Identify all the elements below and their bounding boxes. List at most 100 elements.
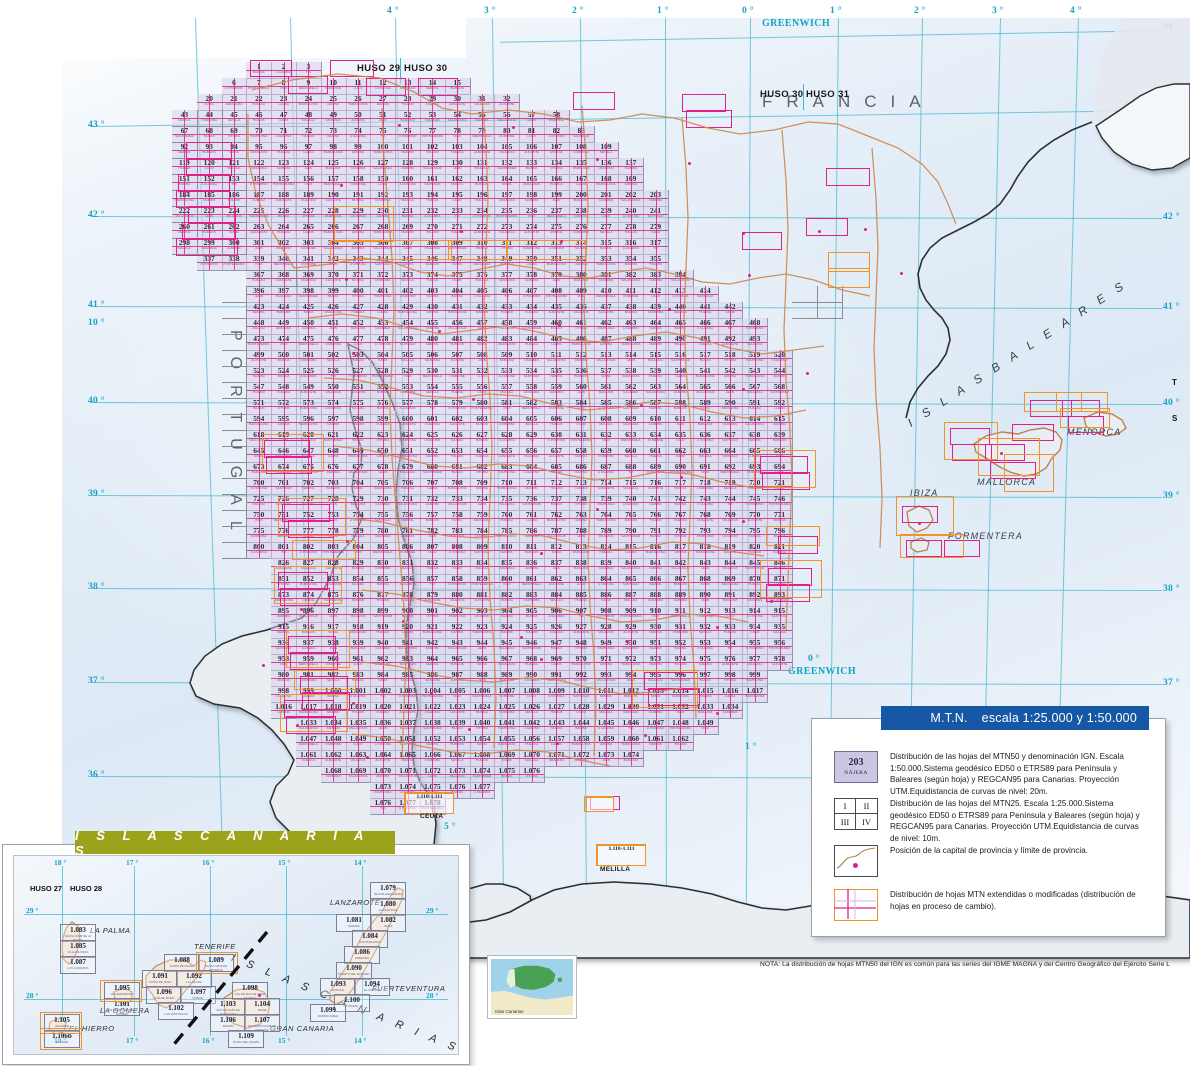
sheet-cell[interactable]: 800 A GUARDA — [246, 542, 273, 559]
sheet-cell[interactable]: 523 NÁJERA — [246, 366, 273, 383]
sheet-cell-offgrid[interactable] — [296, 254, 322, 271]
sheet-cell[interactable]: 731 SALAMANCA — [395, 494, 421, 511]
sheet-cell[interactable]: 578 TUI — [420, 398, 446, 415]
sheet-cell[interactable]: 704 SORIA — [345, 478, 372, 495]
sheet-cell[interactable]: 647 HUESCA — [296, 446, 322, 463]
canary-sheet-cell[interactable]: 1.086 ARRECIFE — [344, 946, 380, 964]
highlight-modified-sheet[interactable] — [944, 540, 980, 557]
sheet-cell[interactable]: 348 ZARAGOZA — [469, 254, 496, 271]
sheet-cell[interactable]: 268 TARRAGONA — [370, 222, 397, 239]
sheet-cell[interactable]: 1.072 ALMERÍA — [568, 750, 595, 767]
sheet-cell[interactable]: 733 VALLADOLID — [444, 494, 471, 511]
sheet-cell[interactable]: 1.050 A CORUÑA — [370, 734, 397, 751]
sheet-cell[interactable]: 225 SANTANDER — [246, 206, 273, 223]
sheet-cell[interactable]: 1.012 BURGOS — [618, 686, 645, 703]
sheet-cell[interactable]: 971 GIRONA — [593, 654, 620, 671]
sheet-cell-offgrid[interactable] — [816, 302, 843, 319]
sheet-cell[interactable]: 591 HUESCA — [742, 398, 769, 415]
sheet-cell[interactable]: 1.041 PAMPLONA — [494, 718, 521, 735]
sheet-cell-offgrid[interactable] — [320, 254, 347, 271]
sheet-cell[interactable]: 130 LEÓN — [444, 158, 471, 175]
sheet-cell[interactable]: 518 VITORIA — [717, 350, 744, 367]
sheet-cell[interactable]: 308 PALENCIA — [420, 238, 446, 255]
sheet-cell[interactable]: 383 ZAMORA — [643, 270, 669, 287]
sheet-cell[interactable]: 1.019 TOLEDO — [345, 702, 372, 719]
highlight-extended-sheet[interactable] — [1056, 392, 1108, 412]
sheet-cell[interactable]: 1.068 CÁCERES — [320, 766, 347, 783]
sheet-cell[interactable]: 876 MADRID — [345, 590, 372, 607]
sheet-cell[interactable]: 1.037 PALENCIA — [395, 718, 421, 735]
sheet-cell[interactable]: 974 TOLEDO — [668, 654, 694, 671]
highlight-modified-sheet[interactable] — [686, 110, 732, 128]
sheet-cell[interactable]: 682 VITORIA — [469, 462, 496, 479]
sheet-cell[interactable]: 164 SORIA — [494, 174, 521, 191]
sheet-cell[interactable]: 156 VIGO — [296, 174, 322, 191]
sheet-cell[interactable]: 812 SORIA — [544, 542, 570, 559]
sheet-cell[interactable]: 99 GIRONA — [345, 142, 372, 159]
sheet-cell[interactable]: 338 PONTEVEDRA — [221, 254, 248, 271]
sheet-cell[interactable]: 815 LLEIDA — [618, 542, 645, 559]
sheet-cell[interactable]: 265 LLEIDA — [296, 222, 322, 239]
sheet-cell[interactable]: 843 LEÓN — [692, 558, 719, 575]
sheet-cell[interactable]: 713 CUENCA — [568, 478, 595, 495]
highlight-modified-sheet[interactable] — [1030, 400, 1072, 417]
sheet-cell[interactable]: 554 SEVILLA — [420, 382, 446, 399]
sheet-cell[interactable]: 725 MÁLAGA — [246, 494, 273, 511]
sheet-cell[interactable]: 1.069 CÁDIZ — [494, 750, 521, 767]
sheet-cell[interactable]: 306 VALLADOLID — [370, 238, 397, 255]
sheet-cell[interactable]: 487 GIRONA — [593, 334, 620, 351]
sheet-cell[interactable]: 692 REDONDELA — [717, 462, 744, 479]
sheet-cell[interactable]: 984 CÁDIZ — [370, 670, 397, 687]
sheet-cell[interactable]: 960 OURENSE — [320, 654, 347, 671]
sheet-cell[interactable]: 829 MURCIA — [345, 558, 372, 575]
sheet-cell[interactable]: 536 BURGOS — [568, 366, 595, 383]
sheet-cell-offgrid[interactable] — [172, 158, 198, 175]
sheet-cell-offgrid[interactable] — [196, 238, 223, 255]
sheet-cell[interactable]: 10 OURENSE — [320, 78, 347, 95]
highlight-extended-sheet[interactable] — [828, 268, 870, 288]
canary-sheet-cell[interactable]: 1.085 VILLA DE MAZO — [60, 940, 96, 958]
sheet-cell[interactable]: 835 GRANADA — [494, 558, 521, 575]
sheet-cell[interactable]: 862 OURENSE — [544, 574, 570, 591]
sheet-cell[interactable]: 454 SALAMANCA — [395, 318, 421, 335]
sheet-cell-offgrid[interactable] — [221, 430, 248, 447]
sheet-cell[interactable]: 48 MÁLAGA — [296, 110, 322, 127]
sheet-cell[interactable]: 506 GRANADA — [420, 350, 446, 367]
canary-sheet-cell[interactable]: 1.100 TUINEJE — [334, 994, 370, 1012]
sheet-cell[interactable]: 898 PALENCIA — [345, 606, 372, 623]
sheet-cell[interactable]: 314 NÁJERA — [568, 238, 595, 255]
sheet-cell[interactable]: 948 VITORIA — [568, 638, 595, 655]
sheet-cell[interactable]: 402 LOGROÑO — [395, 286, 421, 303]
sheet-cell-offgrid[interactable] — [221, 446, 248, 463]
sheet-cell[interactable]: 743 A GUARDA — [692, 494, 719, 511]
sheet-cell[interactable]: 31 VALENCIA — [469, 94, 496, 111]
sheet-cell[interactable]: 828 ALICANTE — [320, 558, 347, 575]
sheet-cell[interactable]: 267 GIRONA — [345, 222, 372, 239]
sheet-cell[interactable]: 987 ALMERÍA — [444, 670, 471, 687]
sheet-cell[interactable]: 603 MURCIA — [469, 414, 496, 431]
sheet-cell[interactable]: 908 O PORRIÑO — [593, 606, 620, 623]
sheet-cell[interactable]: 803 PONTEVEDRA — [320, 542, 347, 559]
sheet-cell-offgrid[interactable] — [172, 190, 198, 207]
sheet-cell[interactable]: 973 MADRID — [643, 654, 669, 671]
sheet-cell[interactable]: 734 LEÓN — [469, 494, 496, 511]
sheet-cell[interactable]: 431 TARRAGONA — [444, 302, 471, 319]
sheet-cell[interactable]: 396 LEÓN — [246, 286, 273, 303]
sheet-cell[interactable]: 706 HUESCA — [395, 478, 421, 495]
sheet-cell[interactable]: 958 VIGO — [271, 654, 297, 671]
sheet-cell[interactable]: 783 BADAJOZ — [444, 526, 471, 543]
sheet-cell[interactable]: 832 HUELVA — [420, 558, 446, 575]
sheet-cell[interactable]: 125 BADAJOZ — [320, 158, 347, 175]
sheet-cell[interactable]: 228 PAMPLONA — [320, 206, 347, 223]
sheet-cell[interactable]: 399 BILBAO — [320, 286, 347, 303]
sheet-cell[interactable]: 537 SORIA — [593, 366, 620, 383]
sheet-cell[interactable]: 439 CÓRDOBA — [643, 302, 669, 319]
sheet-cell[interactable]: 337 O PORRIÑO — [196, 254, 223, 271]
sheet-cell[interactable]: 160 A CORUÑA — [395, 174, 421, 191]
sheet-cell[interactable]: 867 BURGOS — [668, 574, 694, 591]
sheet-cell[interactable]: 514 LEÓN — [618, 350, 645, 367]
sheet-cell[interactable]: 1.009 A CORUÑA — [544, 686, 570, 703]
sheet-cell[interactable]: 681 BILBAO — [444, 462, 471, 479]
sheet-cell[interactable]: 809 SANTIAGO — [469, 542, 496, 559]
canary-sheet-cell[interactable]: 1.083 SANTA CRUZ DE LA PALMA — [60, 924, 96, 942]
